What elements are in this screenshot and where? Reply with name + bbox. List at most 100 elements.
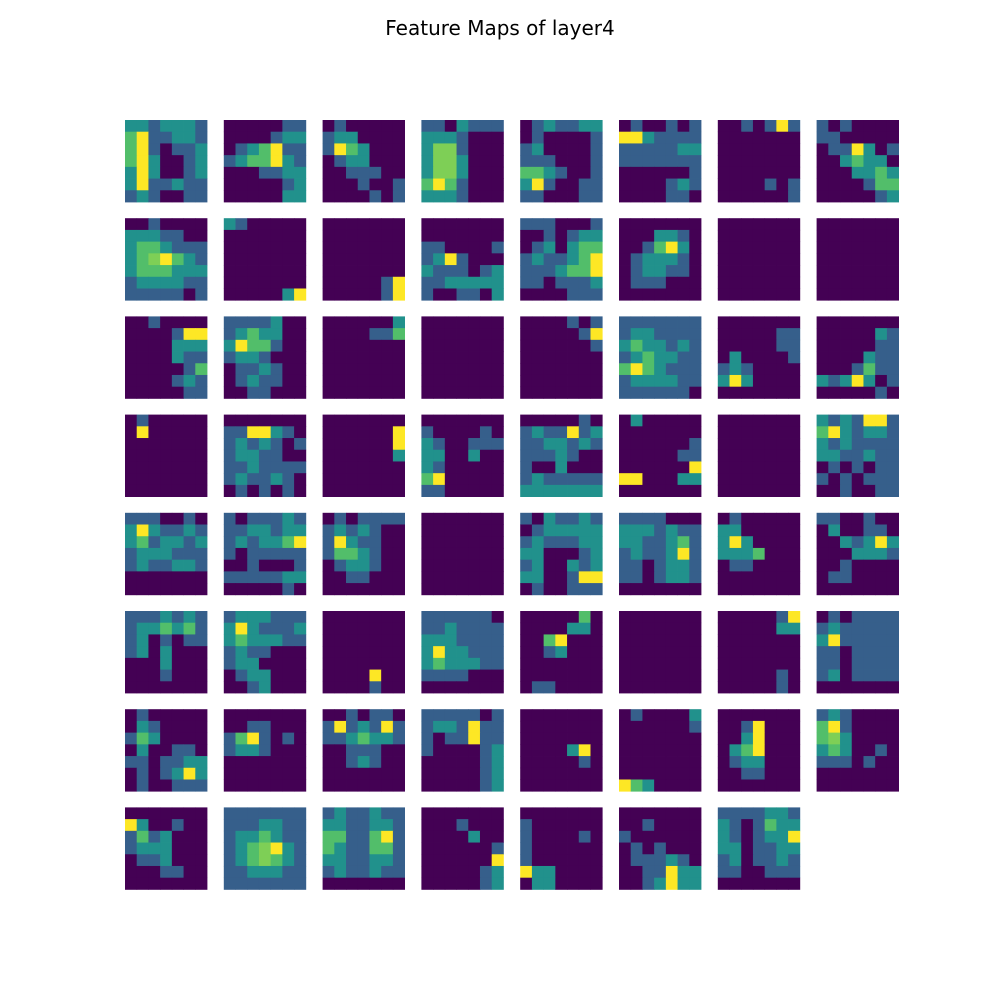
heatmap-cell: [752, 611, 766, 624]
heatmap-cell: [294, 877, 307, 890]
heatmap-cell: [468, 854, 481, 867]
heatmap-cell: [578, 779, 591, 792]
heatmap-cell: [741, 732, 754, 745]
heatmap-cell: [665, 622, 678, 635]
heatmap-cell: [444, 241, 457, 254]
heatmap-cell: [578, 709, 591, 722]
heatmap-cell: [677, 131, 690, 144]
heatmap-cell: [752, 120, 766, 133]
heatmap-cell: [433, 732, 446, 745]
heatmap-cell: [444, 877, 457, 890]
heatmap-cell: [282, 178, 295, 191]
heatmap-cell: [444, 155, 457, 168]
heatmap-cell: [346, 131, 359, 144]
heatmap-cell: [520, 120, 533, 133]
heatmap-cell: [689, 779, 702, 792]
heatmap-cell: [381, 143, 394, 156]
heatmap-cell: [479, 155, 493, 168]
heatmap-cell: [479, 877, 493, 890]
heatmap-cell: [392, 120, 405, 133]
heatmap-cell: [247, 709, 260, 722]
heatmap-cell: [160, 536, 173, 549]
heatmap-cell: [816, 426, 829, 439]
heatmap-cell: [136, 473, 149, 486]
heatmap-cell: [578, 363, 591, 376]
heatmap-cell: [630, 767, 643, 780]
heatmap-cell: [357, 265, 370, 278]
heatmap-cell: [717, 681, 730, 694]
heatmap-cell: [258, 178, 272, 191]
heatmap-cell: [590, 484, 603, 497]
heatmap-cell: [677, 190, 690, 203]
heatmap-cell: [717, 842, 730, 855]
heatmap-cell: [543, 854, 556, 867]
heatmap-cell: [322, 854, 335, 867]
heatmap-cell: [125, 484, 138, 497]
feature-map-19: [322, 316, 405, 399]
heatmap-cell: [322, 386, 335, 399]
heatmap-cell: [729, 339, 742, 352]
heatmap-cell: [195, 807, 208, 820]
heatmap-cell: [555, 374, 568, 388]
heatmap-cell: [223, 374, 236, 388]
heatmap-cell: [468, 276, 481, 289]
heatmap-cell: [468, 583, 481, 596]
heatmap-cell: [764, 253, 777, 266]
heatmap-cell: [270, 414, 283, 427]
heatmap-cell: [520, 877, 533, 890]
heatmap-cell: [270, 732, 283, 745]
heatmap-cell: [491, 709, 504, 722]
heatmap-cell: [543, 657, 556, 670]
heatmap-cell: [677, 744, 690, 757]
heatmap-cell: [531, 426, 545, 439]
heatmap-cell: [125, 155, 138, 168]
heatmap-cell: [392, 767, 405, 780]
heatmap-cell: [752, 819, 766, 832]
heatmap-cell: [444, 732, 457, 745]
heatmap-cell: [195, 316, 208, 329]
heatmap-cell: [677, 288, 690, 301]
heatmap-cell: [886, 386, 899, 399]
heatmap-cell: [840, 657, 853, 670]
heatmap-cell: [578, 426, 591, 439]
heatmap-cell: [886, 779, 899, 792]
heatmap-cell: [654, 143, 667, 156]
heatmap-cell: [590, 622, 603, 635]
heatmap-cell: [531, 265, 545, 278]
heatmap-cell: [444, 524, 457, 537]
heatmap-cell: [816, 732, 829, 745]
heatmap-cell: [886, 524, 899, 537]
heatmap-cell: [851, 190, 864, 203]
heatmap-cell: [456, 131, 469, 144]
heatmap-cell: [491, 328, 504, 341]
heatmap-cell: [776, 363, 789, 376]
heatmap-cell: [764, 634, 777, 647]
heatmap-cell: [567, 166, 580, 179]
heatmap-cell: [752, 143, 766, 156]
heatmap-cell: [357, 190, 370, 203]
heatmap-cell: [741, 854, 754, 867]
heatmap-cell: [381, 669, 394, 682]
heatmap-cell: [294, 229, 307, 243]
heatmap-cell: [665, 807, 678, 820]
heatmap-cell: [223, 657, 236, 670]
heatmap-cell: [136, 438, 149, 451]
heatmap-cell: [294, 512, 307, 525]
heatmap-cell: [136, 265, 149, 278]
heatmap-cell: [677, 276, 690, 289]
heatmap-cell: [357, 547, 370, 561]
heatmap-cell: [294, 571, 307, 584]
heatmap-cell: [689, 756, 702, 769]
heatmap-cell: [630, 190, 643, 203]
heatmap-cell: [235, 426, 248, 439]
heatmap-cell: [875, 571, 888, 584]
heatmap-cell: [567, 363, 580, 376]
heatmap-cell: [689, 830, 702, 843]
heatmap-cell: [851, 583, 864, 596]
heatmap-cell: [886, 512, 899, 525]
heatmap-cell: [468, 414, 481, 427]
heatmap-cell: [357, 756, 370, 769]
heatmap-cell: [346, 720, 359, 734]
heatmap-cell: [148, 756, 161, 769]
heatmap-cell: [689, 241, 702, 254]
